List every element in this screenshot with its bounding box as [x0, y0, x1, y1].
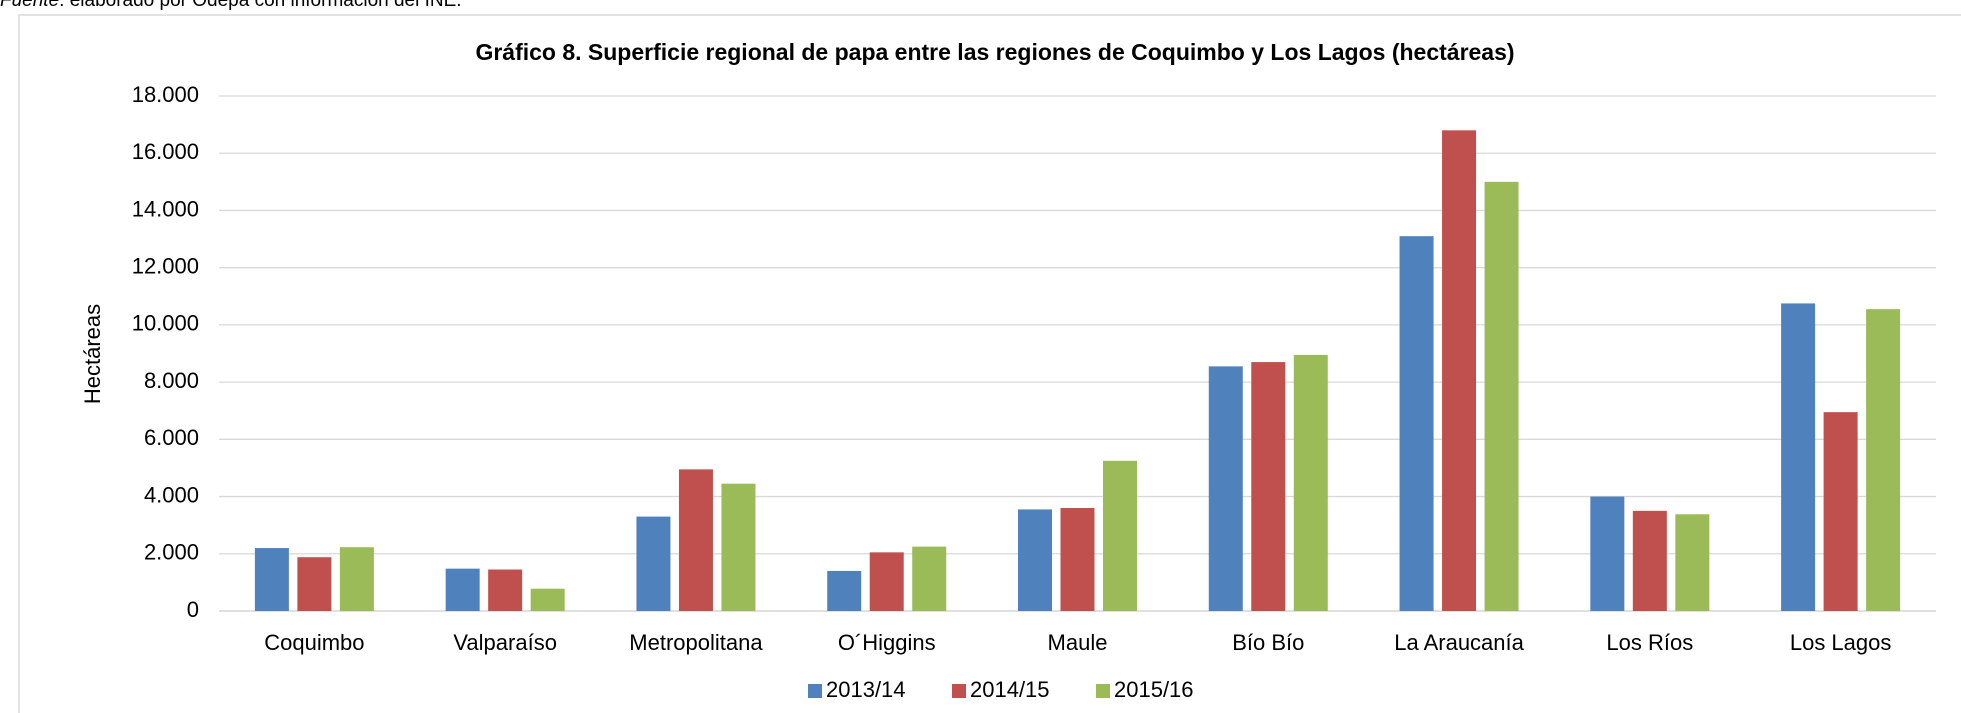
- y-tick-label: 10.000: [132, 311, 199, 336]
- bar: [678, 469, 713, 611]
- x-tick-label: Maule: [1048, 630, 1108, 655]
- x-tick-label: Valparaíso: [453, 630, 557, 655]
- bar: [1103, 460, 1137, 611]
- bar: [488, 569, 523, 611]
- bar: [254, 548, 289, 611]
- bar: [1399, 236, 1434, 611]
- bar: [1442, 130, 1477, 612]
- bar: [1632, 510, 1667, 611]
- x-tick-label: Coquimbo: [264, 630, 364, 655]
- y-axis-title: Hectáreas: [80, 304, 105, 404]
- bar: [1293, 354, 1328, 611]
- legend-label: 2014/15: [970, 677, 1050, 702]
- bar: [827, 570, 862, 611]
- chart-title: Gráfico 8. Superficie regional de papa e…: [475, 39, 1514, 65]
- bar: [1060, 508, 1095, 611]
- bar: [721, 483, 756, 611]
- legend-swatch: [808, 684, 822, 698]
- y-tick-label: 14.000: [132, 196, 199, 221]
- bar: [1484, 181, 1519, 612]
- legend-label: 2015/16: [1114, 677, 1194, 702]
- bar: [1866, 309, 1901, 611]
- bar: [1208, 366, 1243, 611]
- bar: [636, 516, 671, 611]
- bar: [445, 568, 480, 611]
- bar: [339, 547, 374, 611]
- y-tick-label: 2.000: [144, 540, 199, 565]
- y-tick-label: 16.000: [132, 139, 199, 164]
- x-tick-label: Los Lagos: [1790, 630, 1892, 655]
- bar: [912, 546, 947, 611]
- bar: [869, 552, 904, 611]
- x-tick-label: Bío Bío: [1232, 630, 1304, 655]
- source-text: : elaborado por Odepa con información de…: [59, 0, 461, 11]
- source-label: Fuente: [0, 0, 59, 11]
- source-note: Fuente: elaborado por Odepa con informac…: [0, 0, 462, 11]
- bar: [1590, 496, 1625, 611]
- legend-swatch: [952, 684, 966, 698]
- chart-frame: [18, 14, 1961, 713]
- y-tick-label: 12.000: [132, 253, 199, 278]
- y-tick-label: 18.000: [132, 82, 199, 107]
- bar: [1251, 362, 1286, 611]
- x-tick-label: La Araucanía: [1394, 630, 1524, 655]
- bar: [1823, 412, 1858, 611]
- x-tick-label: Los Ríos: [1606, 630, 1693, 655]
- bar: [1018, 509, 1052, 611]
- bar: [1781, 303, 1816, 611]
- bar: [297, 557, 332, 611]
- y-tick-label: 0: [187, 597, 199, 622]
- x-tick-label: Metropolitana: [629, 630, 763, 655]
- x-tick-label: O´Higgins: [838, 630, 936, 655]
- y-tick-label: 4.000: [144, 482, 199, 507]
- bar: [530, 588, 565, 611]
- y-tick-label: 8.000: [144, 368, 199, 393]
- y-tick-label: 6.000: [144, 425, 199, 450]
- legend-swatch: [1096, 684, 1110, 698]
- bar: [1675, 514, 1710, 611]
- legend-label: 2013/14: [826, 677, 906, 702]
